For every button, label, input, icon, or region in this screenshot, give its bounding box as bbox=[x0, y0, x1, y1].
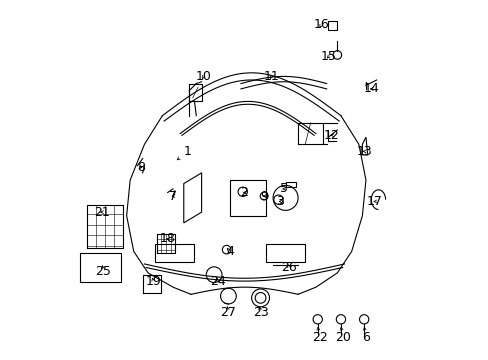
Text: 26: 26 bbox=[281, 261, 296, 274]
Text: 2: 2 bbox=[240, 186, 248, 199]
Text: 25: 25 bbox=[95, 265, 111, 278]
Text: 22: 22 bbox=[311, 327, 327, 344]
Text: 17: 17 bbox=[366, 195, 382, 208]
Text: 9: 9 bbox=[260, 190, 267, 203]
Text: 27: 27 bbox=[220, 306, 236, 319]
Text: 16: 16 bbox=[313, 18, 328, 31]
Text: 24: 24 bbox=[209, 275, 225, 288]
Text: 8: 8 bbox=[137, 161, 144, 174]
Text: 10: 10 bbox=[195, 70, 211, 83]
Text: 12: 12 bbox=[324, 129, 339, 142]
Text: 19: 19 bbox=[145, 275, 161, 288]
Text: 14: 14 bbox=[363, 82, 378, 95]
Text: 13: 13 bbox=[356, 145, 371, 158]
Text: 23: 23 bbox=[252, 306, 268, 319]
Text: 18: 18 bbox=[160, 233, 175, 246]
Text: 7: 7 bbox=[169, 190, 177, 203]
Text: 4: 4 bbox=[226, 245, 234, 258]
Text: 20: 20 bbox=[334, 327, 350, 344]
Text: 5: 5 bbox=[279, 183, 287, 195]
Text: 11: 11 bbox=[263, 70, 279, 83]
Text: 1: 1 bbox=[177, 145, 191, 160]
Text: 21: 21 bbox=[94, 206, 109, 219]
Text: 6: 6 bbox=[361, 327, 369, 344]
Text: 3: 3 bbox=[276, 195, 284, 208]
Text: 15: 15 bbox=[320, 50, 336, 63]
